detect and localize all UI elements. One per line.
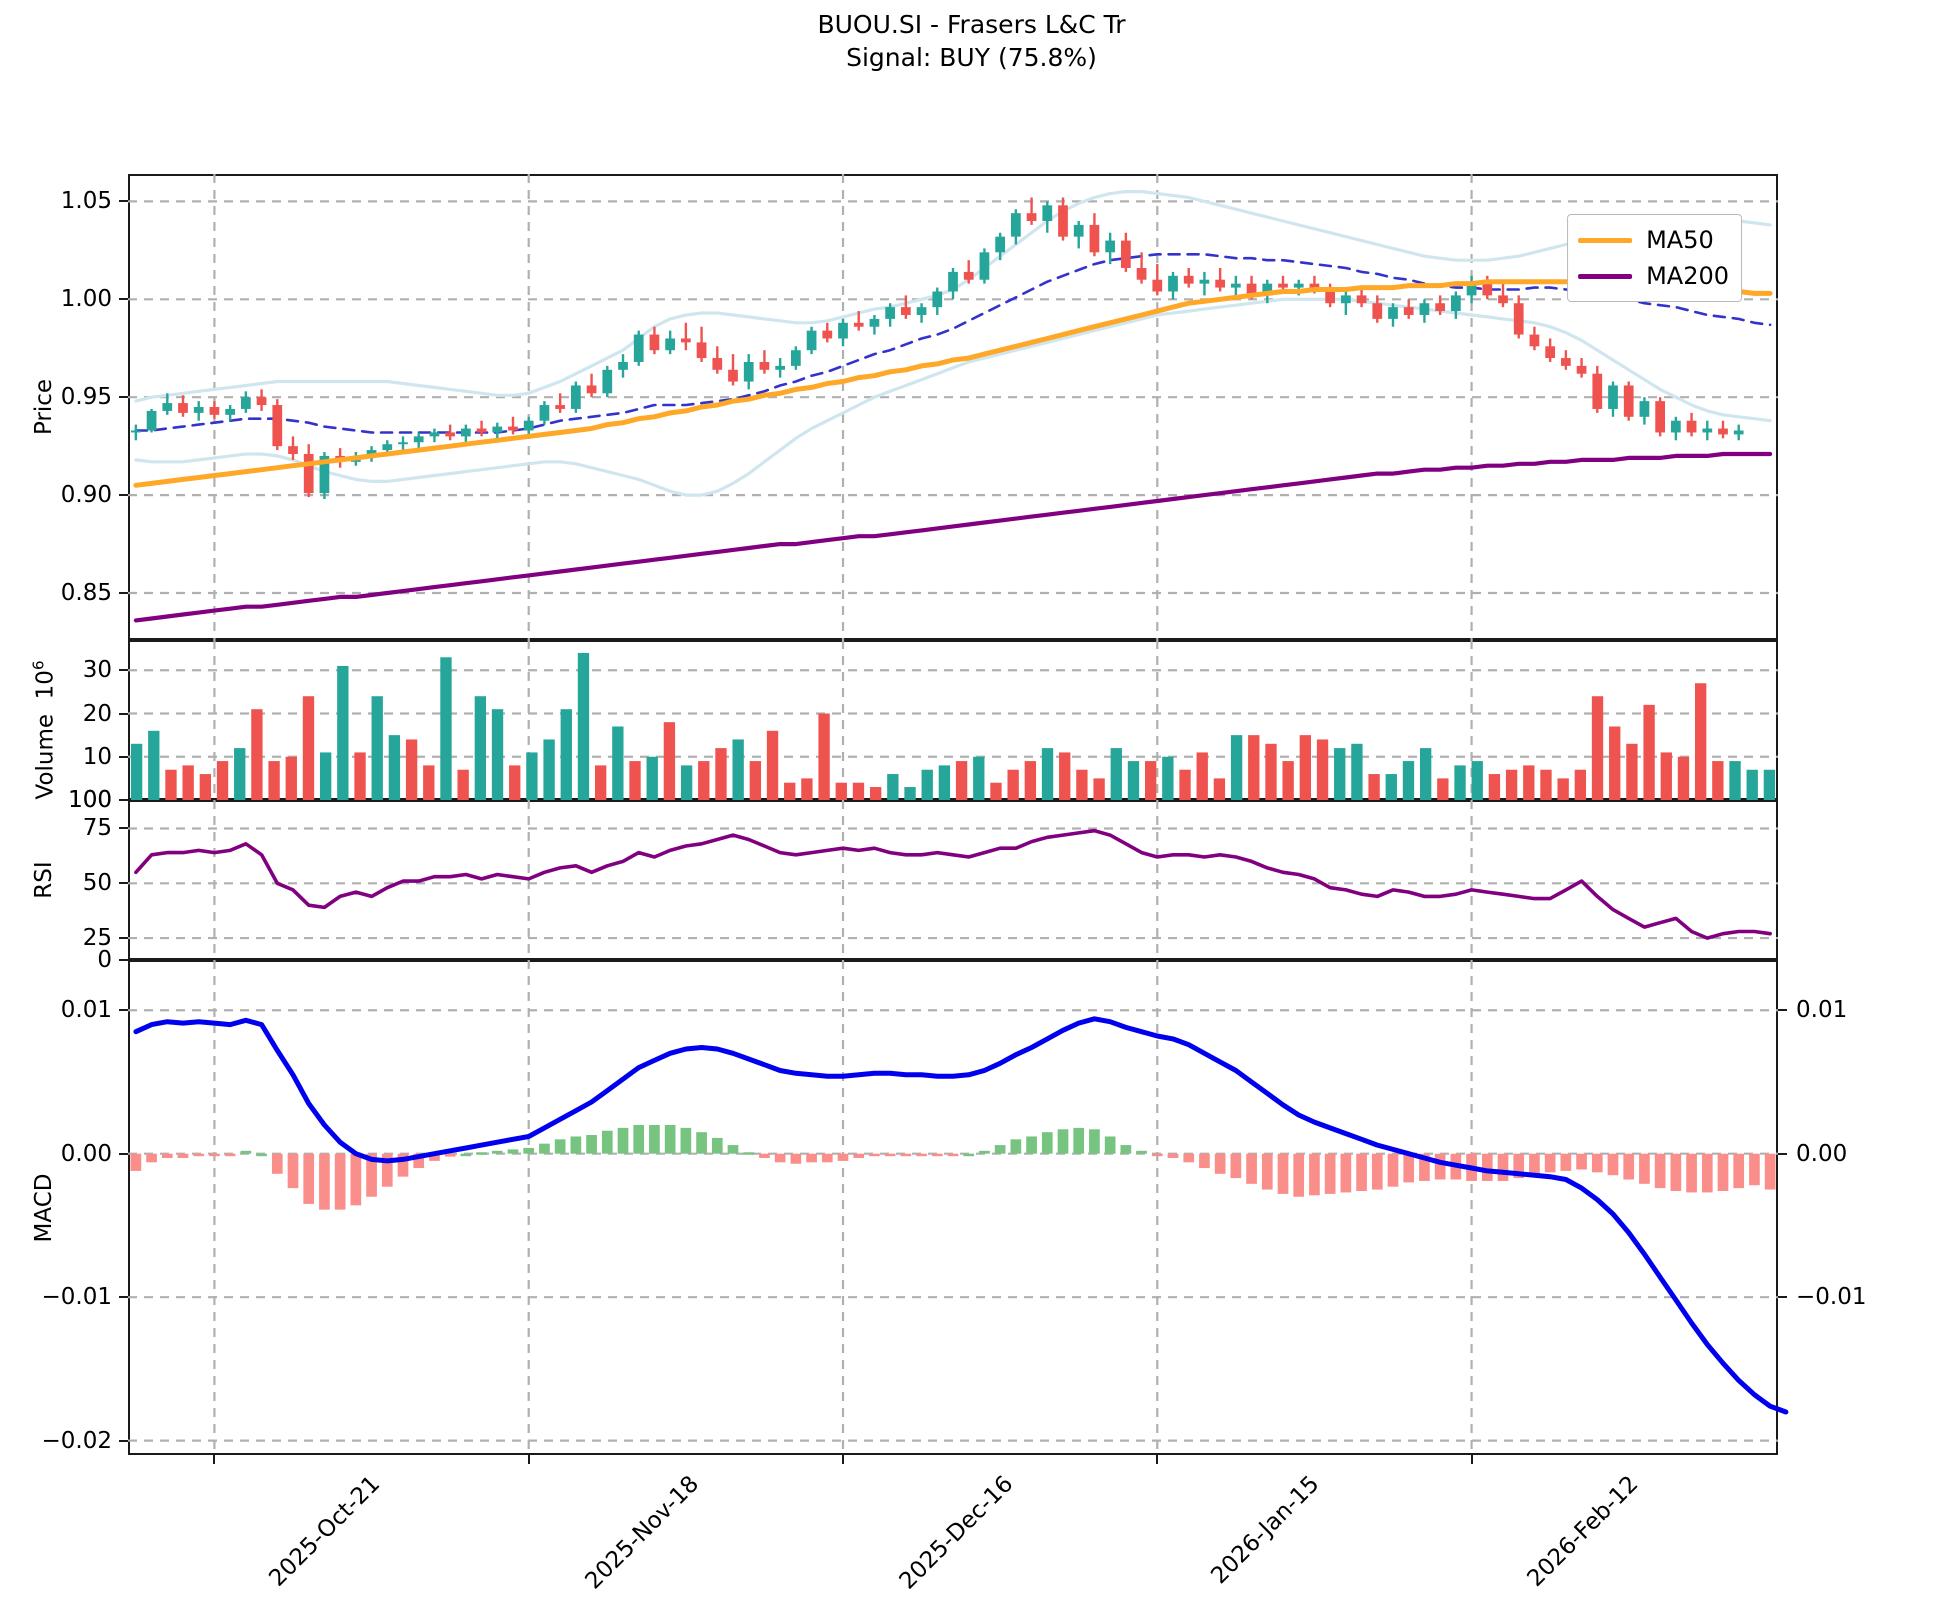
axis-tick-label: 0.00	[1796, 1140, 1848, 1167]
axis-tick-mark	[119, 712, 128, 715]
axis-tick-mark	[119, 959, 128, 961]
axis-tick-mark	[119, 1439, 128, 1442]
axis-tick-mark	[842, 1455, 844, 1464]
axis-tick-label: 1.00	[60, 286, 112, 313]
axis-tick-mark	[119, 937, 128, 940]
axis-title: MACD	[31, 1173, 57, 1242]
axis-title: Price	[31, 378, 57, 436]
axis-tick-mark	[119, 396, 128, 399]
axis-tick-mark	[1778, 1152, 1787, 1155]
legend-item-ma200[interactable]: MA200	[1578, 258, 1729, 294]
axis-tick-label: 0	[97, 947, 112, 973]
axis-tick-mark	[119, 799, 128, 801]
axis-tick-label: 75	[82, 815, 112, 842]
axis-tick-label: 1.05	[60, 188, 112, 215]
axis-tick-label: 100	[68, 787, 112, 813]
axis-tick-mark	[527, 1455, 530, 1464]
legend-swatch-ma200	[1578, 273, 1633, 279]
axis-tick-mark	[119, 592, 128, 594]
axis-tick-mark	[119, 827, 128, 830]
volume-panel	[128, 640, 1778, 800]
legend-swatch-ma50	[1578, 237, 1633, 243]
axis-title: RSI	[31, 861, 57, 899]
axis-tick-mark	[119, 669, 128, 672]
chart-title-line2: Signal: BUY (75.8%)	[846, 43, 1097, 72]
axis-tick-mark	[1778, 1009, 1787, 1012]
axis-tick-label: 0.01	[60, 997, 112, 1024]
chart-title-line1: BUOU.SI - Frasers L&C Tr	[817, 10, 1126, 39]
legend-item-ma50[interactable]: MA50	[1578, 222, 1729, 258]
axis-tick-label: 30	[82, 657, 112, 684]
legend-label: MA200	[1646, 262, 1729, 290]
axis-tick-label: 0.95	[60, 384, 112, 411]
axis-tick-mark	[119, 1152, 128, 1155]
axis-tick-mark	[119, 494, 128, 497]
axis-tick-label: −0.01	[41, 1284, 112, 1311]
rsi-panel	[128, 800, 1778, 960]
axis-title: Volume 106	[29, 660, 59, 800]
axis-tick-mark	[119, 200, 128, 203]
axis-tick-label: 10	[82, 743, 112, 770]
axis-tick-label: 20	[82, 700, 112, 727]
legend-label: MA50	[1646, 226, 1714, 254]
axis-tick-mark	[1156, 1455, 1159, 1464]
axis-tick-mark	[119, 755, 128, 758]
axis-tick-label: −0.02	[41, 1427, 112, 1454]
axis-tick-label: −0.01	[1796, 1284, 1867, 1311]
axis-tick-label: 0.00	[60, 1140, 112, 1167]
axis-tick-mark	[119, 1296, 128, 1299]
axis-tick-label: 0.01	[1796, 997, 1848, 1024]
axis-tick-mark	[119, 298, 128, 301]
axis-tick-mark	[1470, 1455, 1473, 1464]
axis-tick-label: 50	[82, 870, 112, 897]
axis-tick-label: 100	[68, 787, 112, 813]
axis-tick-mark	[213, 1455, 216, 1464]
macd-panel	[128, 960, 1778, 1455]
axis-tick-label: 0.90	[60, 482, 112, 509]
axis-tick-mark	[119, 882, 128, 885]
axis-tick-mark	[1778, 1296, 1787, 1299]
axis-tick-mark	[119, 1009, 128, 1012]
price-panel	[128, 174, 1778, 640]
axis-tick-label: 0.85	[60, 580, 112, 606]
chart-legend: MA50 MA200	[1567, 214, 1742, 302]
axis-tick-label: 25	[82, 925, 112, 952]
chart-title: BUOU.SI - Frasers L&C Tr Signal: BUY (75.…	[0, 8, 1943, 74]
